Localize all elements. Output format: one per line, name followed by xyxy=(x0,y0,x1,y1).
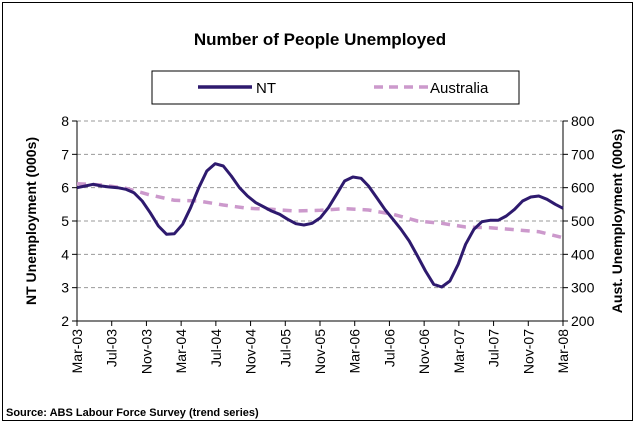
axes xyxy=(72,120,568,326)
y-axis-left-label: NT Unemployment (000s) xyxy=(23,137,39,305)
y-left-tick-label: 3 xyxy=(61,280,69,296)
y-right-tick-label: 400 xyxy=(571,246,595,262)
y-right-tick-labels: 200 300 400 500 600 700 800 xyxy=(571,113,595,329)
series-line-nt xyxy=(76,162,564,289)
x-tick-label: Jul-07 xyxy=(486,329,502,367)
series-layer xyxy=(76,162,564,289)
x-tick-label: Jul-05 xyxy=(277,329,293,367)
y-left-tick-label: 4 xyxy=(61,246,69,262)
series-line-australia xyxy=(76,181,564,240)
x-tick-label: Nov-05 xyxy=(312,329,328,374)
chart-legend: NT Australia xyxy=(151,70,520,105)
x-tick-label: Nov-07 xyxy=(520,329,536,374)
x-tick-label: Mar-07 xyxy=(451,329,467,374)
legend-label-nt: NT xyxy=(256,80,276,97)
y-right-tick-label: 500 xyxy=(571,213,595,229)
x-tick-labels: Mar-03 Jul-03 Nov-03 Mar-04 Jul-04 Nov-04 Jul-… xyxy=(69,329,571,374)
gridlines xyxy=(77,120,563,289)
y-left-tick-label: 8 xyxy=(61,113,69,129)
y-right-tick-label: 800 xyxy=(571,113,595,129)
x-tick-label: Mar-03 xyxy=(69,329,85,374)
x-tick-label: Mar-06 xyxy=(347,329,363,374)
x-tick-label: Nov-03 xyxy=(138,329,154,374)
y-right-tick-label: 600 xyxy=(571,180,595,196)
x-tick-label: Nov-06 xyxy=(416,329,432,374)
y-left-tick-label: 6 xyxy=(61,180,69,196)
y-left-tick-label: 7 xyxy=(61,146,69,162)
source-note: Source: ABS Labour Force Survey (trend s… xyxy=(6,407,259,419)
y-left-tick-label: 5 xyxy=(61,213,69,229)
x-tick-label: Jul-06 xyxy=(381,329,397,367)
x-tick-label: Jul-03 xyxy=(104,329,120,367)
y-axis-right-label: Aust. Unemployment (000s) xyxy=(609,129,625,313)
x-tick-label: Mar-04 xyxy=(173,329,189,374)
legend-label-australia: Australia xyxy=(430,80,489,97)
x-tick-label: Mar-08 xyxy=(555,329,571,374)
y-right-tick-label: 300 xyxy=(571,280,595,296)
x-tick-label: Nov-04 xyxy=(243,329,259,374)
x-tick-label: Jul-04 xyxy=(208,329,224,367)
chart-title: Number of People Unemployed xyxy=(194,30,446,49)
y-left-tick-label: 2 xyxy=(61,313,69,329)
y-right-tick-label: 200 xyxy=(571,313,595,329)
y-right-tick-label: 700 xyxy=(571,146,595,162)
y-left-tick-labels: 2 3 4 5 6 7 8 xyxy=(61,113,69,329)
